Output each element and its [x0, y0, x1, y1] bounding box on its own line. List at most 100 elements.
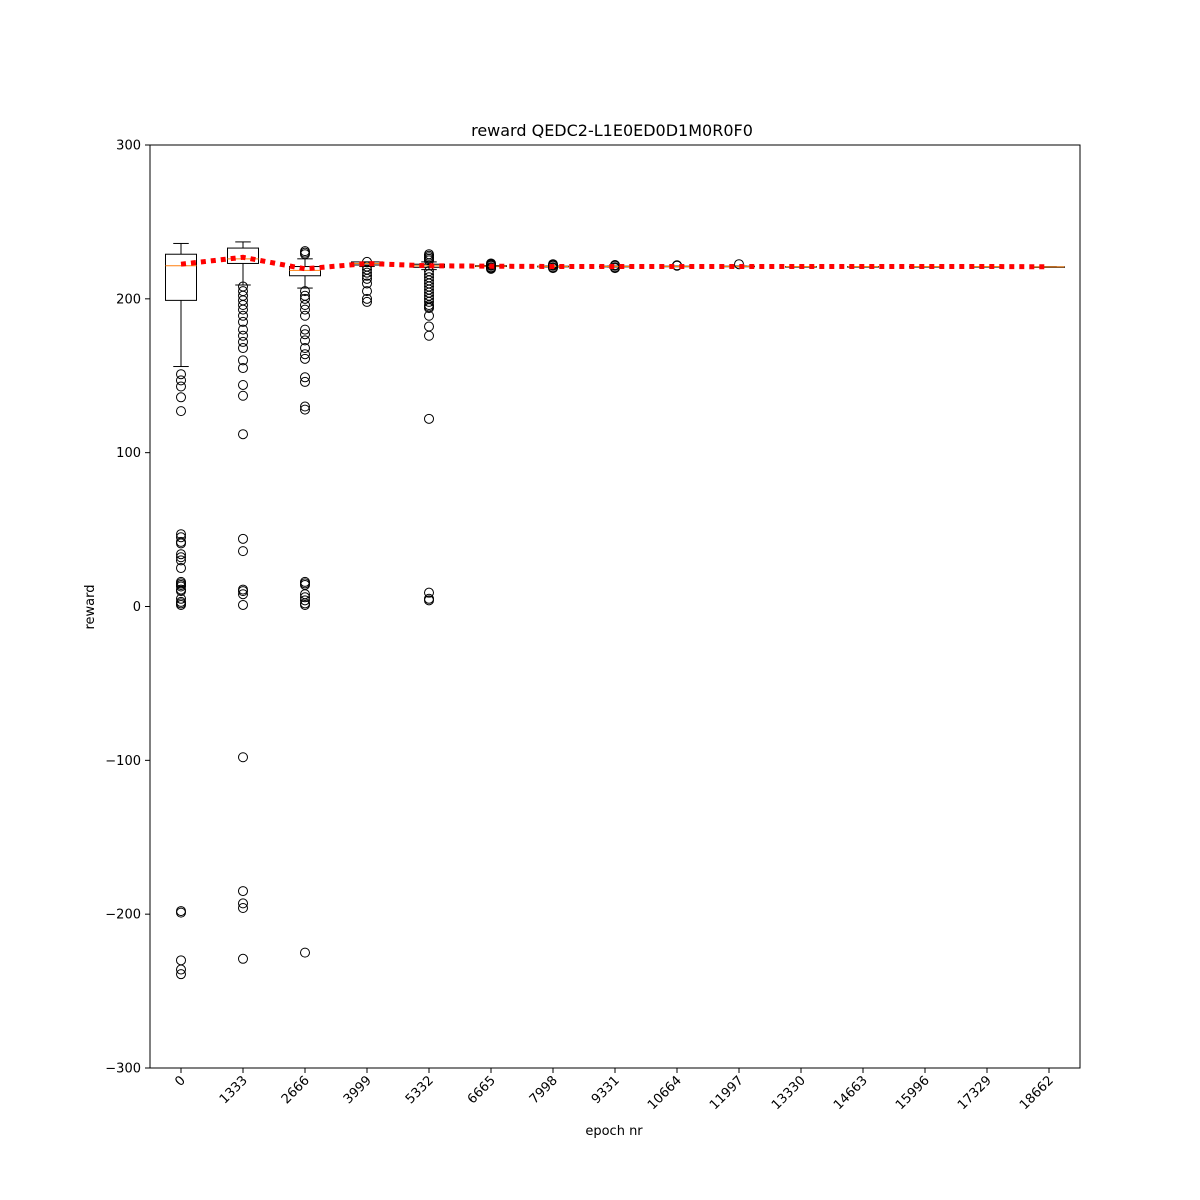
- flier-point: [176, 599, 186, 610]
- flier-point: [300, 353, 310, 364]
- flier-point: [300, 372, 310, 383]
- x-tick-label: 0: [172, 1073, 188, 1089]
- x-tick-label: 5332: [403, 1073, 437, 1107]
- flier-point: [238, 299, 248, 310]
- flier-point: [238, 599, 248, 610]
- flier-point: [424, 310, 434, 321]
- x-tick-label: 10664: [645, 1073, 685, 1113]
- flier-point: [300, 324, 310, 335]
- flier-point: [176, 375, 186, 386]
- flier-point: [300, 335, 310, 346]
- flier-point: [300, 299, 310, 310]
- x-tick-label: 3999: [341, 1073, 375, 1107]
- flier-point: [238, 390, 248, 401]
- flier-point: [238, 336, 248, 347]
- box-group-5332: [413, 249, 445, 606]
- flier-point: [300, 349, 310, 360]
- flier-point: [300, 947, 310, 958]
- flier-point: [362, 273, 372, 284]
- flier-point: [176, 381, 186, 392]
- flier-point: [424, 321, 434, 332]
- flier-point: [238, 363, 248, 374]
- flier-point: [176, 593, 186, 604]
- x-tick-label: 14663: [831, 1073, 871, 1113]
- x-axis-label: epoch nr: [585, 1124, 643, 1139]
- x-tick-label: 1333: [217, 1073, 251, 1107]
- x-tick-label: 15996: [893, 1073, 933, 1113]
- flier-point: [238, 752, 248, 763]
- y-tick-label: 300: [116, 139, 141, 154]
- flier-point: [176, 964, 186, 975]
- box-iqr: [289, 266, 321, 277]
- y-tick-label: −300: [105, 1062, 141, 1077]
- flier-point: [238, 343, 248, 354]
- flier-point: [238, 355, 248, 366]
- box-iqr: [227, 247, 259, 264]
- x-axis: 0 1333 2666 3999 5332 6665 7998 9331 10664 11997 1…: [172, 1068, 1057, 1113]
- flier-point: [176, 955, 186, 966]
- flier-point: [300, 304, 310, 315]
- flier-point: [238, 546, 248, 557]
- x-tick-label: 18662: [1017, 1073, 1057, 1113]
- flier-point: [238, 379, 248, 390]
- box-group-18662: [1033, 266, 1065, 268]
- flier-point: [238, 330, 248, 341]
- flier-point: [176, 392, 186, 403]
- flier-point: [176, 369, 186, 380]
- flier-point: [176, 406, 186, 417]
- flier-point: [424, 587, 434, 598]
- x-tick-label: 6665: [465, 1073, 499, 1107]
- box-group-0: [165, 242, 197, 980]
- flier-point: [300, 329, 310, 340]
- flier-point: [238, 316, 248, 327]
- flier-point: [362, 286, 372, 297]
- flier-point: [300, 404, 310, 415]
- flier-point: [238, 953, 248, 964]
- box-group-17329: [971, 266, 1003, 268]
- flier-point: [424, 595, 434, 606]
- box-group-1333: [227, 241, 259, 964]
- flier-point: [424, 296, 434, 307]
- flier-point: [300, 310, 310, 321]
- flier-point: [300, 401, 310, 412]
- flier-point: [176, 549, 186, 560]
- flier-point: [424, 255, 434, 266]
- flier-point: [548, 263, 558, 274]
- flier-point: [424, 413, 434, 424]
- x-tick-label: 7998: [527, 1073, 561, 1107]
- box-group-3999: [351, 256, 383, 307]
- flier-point: [238, 304, 248, 315]
- flier-point: [300, 286, 310, 297]
- flier-point: [176, 532, 186, 543]
- y-tick-label: 100: [116, 446, 141, 461]
- flier-point: [176, 552, 186, 563]
- flier-point: [238, 898, 248, 909]
- y-axis: −300 −200 −100 0 100 200 300: [105, 139, 150, 1077]
- flier-point: [238, 324, 248, 335]
- y-tick-label: −100: [105, 754, 141, 769]
- flier-point: [176, 586, 186, 597]
- x-tick-label: 9331: [589, 1073, 623, 1107]
- flier-point: [300, 592, 310, 603]
- flier-point: [300, 343, 310, 354]
- x-tick-label: 2666: [279, 1073, 313, 1107]
- flier-point: [300, 595, 310, 606]
- flier-point: [238, 533, 248, 544]
- flier-point: [176, 969, 186, 980]
- flier-point: [238, 903, 248, 914]
- y-tick-label: 200: [116, 292, 141, 307]
- flier-point: [362, 267, 372, 278]
- flier-point: [362, 270, 372, 281]
- box-iqr: [165, 253, 197, 301]
- y-axis-label: reward: [83, 584, 98, 629]
- chart-title: reward QEDC2-L1E0ED0D1M0R0F0: [471, 121, 753, 140]
- flier-point: [238, 589, 248, 600]
- flier-point: [238, 886, 248, 897]
- plot-frame: [149, 144, 1081, 1069]
- y-tick-label: −200: [105, 908, 141, 923]
- flier-point: [238, 429, 248, 440]
- y-tick-label: 0: [133, 600, 141, 615]
- x-tick-label: 11997: [707, 1073, 747, 1113]
- flier-point: [176, 555, 186, 566]
